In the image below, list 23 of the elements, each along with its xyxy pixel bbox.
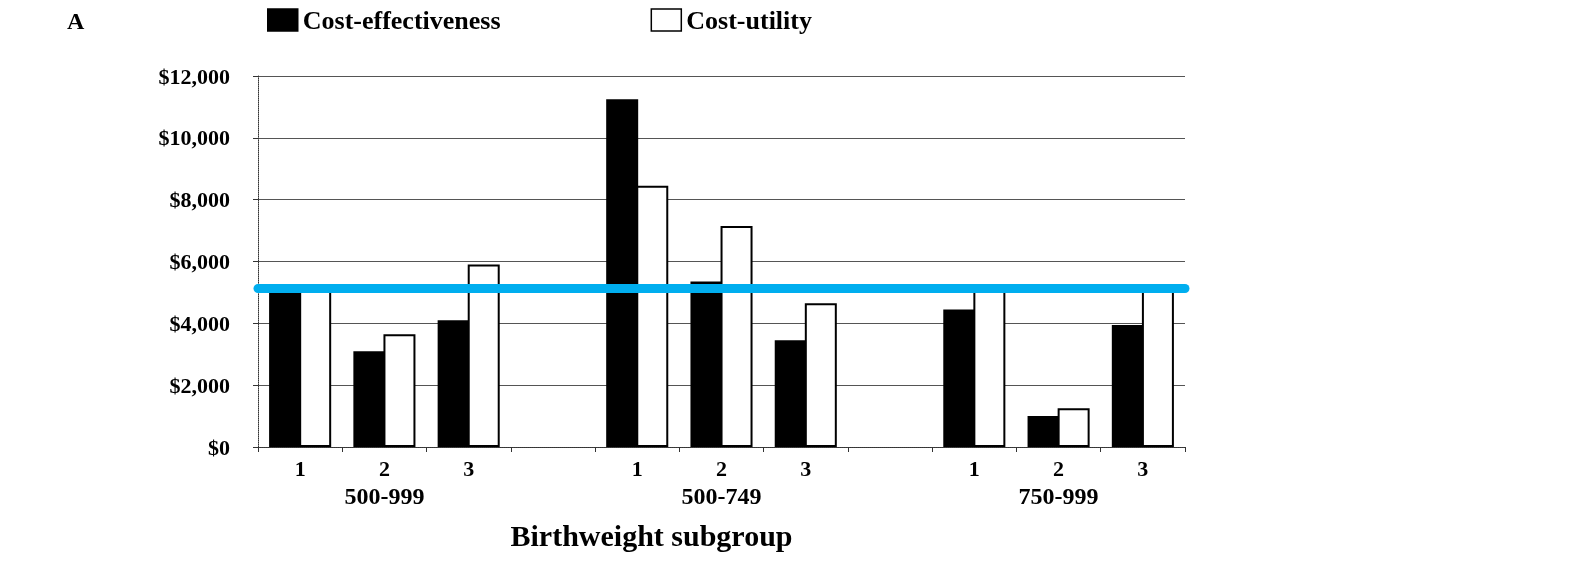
y-tick-label: $2,000 [169, 372, 230, 398]
y-tick-label: $12,000 [158, 63, 230, 89]
y-tick-label: $4,000 [169, 310, 230, 336]
text: 750-999 [1018, 483, 1099, 509]
y-tick-label: $10,000 [158, 125, 230, 151]
y-tick-label: $0 [208, 434, 230, 460]
legend-label: Cost-effectiveness [302, 5, 501, 35]
x-axis-title: Birthweight subgroup [510, 518, 793, 552]
x-tick-label: 1 [631, 455, 643, 481]
legend-label: Cost-utility [686, 5, 812, 35]
x-tick-label: 3 [800, 455, 812, 481]
y-tick-label: $8,000 [169, 187, 230, 213]
x-tick-label: 2 [716, 455, 727, 481]
x-tick-label: 1 [294, 455, 306, 481]
text: 500-749 [681, 483, 762, 509]
y-tick-label: $6,000 [169, 249, 230, 274]
x-tick-label: 2 [378, 455, 390, 481]
x-tick-label: 1 [968, 455, 980, 481]
x-tick-label: 3 [1137, 455, 1149, 481]
text: 500-999 [344, 483, 425, 509]
x-tick-label: 2 [1053, 455, 1065, 481]
x-tick-label: 3 [463, 455, 475, 481]
chart-title: A [67, 8, 85, 34]
